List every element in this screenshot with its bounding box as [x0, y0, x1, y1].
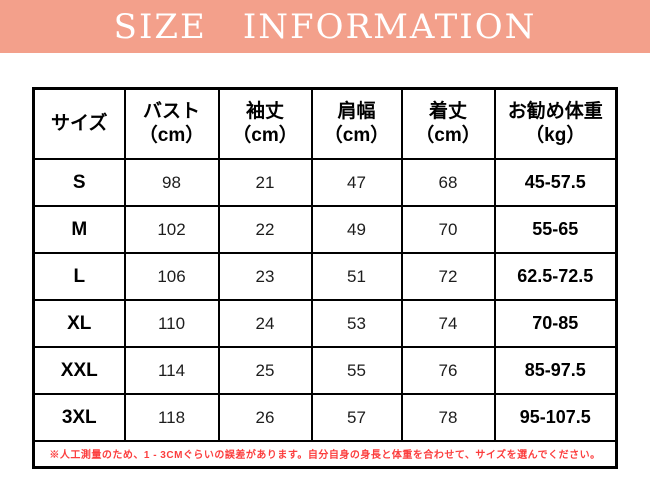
shoulder-value: 47 — [310, 158, 403, 207]
shoulder-value: 53 — [310, 299, 403, 348]
weight-range: 62.5-72.5 — [493, 252, 618, 301]
banner-title: SIZE INFORMATION — [113, 6, 537, 47]
header-length-unit: （cm） — [415, 125, 481, 146]
size-note: ※人工測量のため、1 - 3CMぐらいの誤差があります。自分自身の身長と体重を合… — [49, 450, 601, 461]
bust-value: 98 — [123, 158, 220, 207]
header-weight: お勧め体重 （kg） — [493, 87, 618, 160]
table-row-3xl: 3XL 118 26 57 78 95-107.5 — [32, 393, 618, 442]
sleeve-value: 25 — [217, 346, 313, 395]
sleeve-value: 26 — [217, 393, 313, 442]
size-chart-header: サイズ バスト （cm） 袖丈 （cm） 肩幅 （cm） 着丈 （cm） お勧め… — [32, 87, 618, 160]
header-bust-unit: （cm） — [138, 125, 205, 146]
length-value: 74 — [400, 299, 496, 348]
note-cell: ※人工測量のため、1 - 3CMぐらいの誤差があります。自分自身の身長と体重を合… — [32, 440, 618, 469]
table-row-l: L 106 23 51 72 62.5-72.5 — [32, 252, 618, 301]
size-information-banner: SIZE INFORMATION — [0, 0, 650, 53]
header-shoulder: 肩幅 （cm） — [310, 87, 403, 160]
shoulder-value: 57 — [310, 393, 403, 442]
header-sleeve: 袖丈 （cm） — [217, 87, 313, 160]
sleeve-value: 21 — [217, 158, 313, 207]
sleeve-value: 23 — [217, 252, 313, 301]
bust-value: 114 — [123, 346, 220, 395]
header-shoulder-unit: （cm） — [323, 125, 390, 146]
weight-range: 95-107.5 — [493, 393, 618, 442]
header-weight-unit: （kg） — [525, 125, 586, 146]
size-chart-table: サイズ バスト （cm） 袖丈 （cm） 肩幅 （cm） 着丈 （cm） お勧め… — [32, 87, 618, 469]
header-length-label: 着丈 — [428, 101, 467, 123]
weight-range: 45-57.5 — [493, 158, 618, 207]
length-value: 70 — [400, 205, 496, 254]
size-label: 3XL — [32, 393, 126, 442]
table-row-xl: XL 110 24 53 74 70-85 — [32, 299, 618, 348]
bust-value: 110 — [123, 299, 220, 348]
bust-value: 102 — [123, 205, 220, 254]
table-row-m: M 102 22 49 70 55-65 — [32, 205, 618, 254]
length-value: 78 — [400, 393, 496, 442]
length-value: 72 — [400, 252, 496, 301]
weight-range: 85-97.5 — [493, 346, 618, 395]
size-label: M — [32, 205, 126, 254]
weight-range: 70-85 — [493, 299, 618, 348]
header-sleeve-label: 袖丈 — [245, 101, 284, 123]
shoulder-value: 49 — [310, 205, 403, 254]
header-size: サイズ — [32, 87, 126, 160]
table-row-xxl: XXL 114 25 55 76 85-97.5 — [32, 346, 618, 395]
header-shoulder-label: 肩幅 — [337, 101, 376, 123]
header-bust: バスト （cm） — [123, 87, 220, 160]
note-row: ※人工測量のため、1 - 3CMぐらいの誤差があります。自分自身の身長と体重を合… — [32, 440, 618, 469]
sleeve-value: 22 — [217, 205, 313, 254]
size-label: L — [32, 252, 126, 301]
bust-value: 118 — [123, 393, 220, 442]
shoulder-value: 55 — [310, 346, 403, 395]
header-row: サイズ バスト （cm） 袖丈 （cm） 肩幅 （cm） 着丈 （cm） お勧め… — [32, 87, 618, 160]
header-weight-label: お勧め体重 — [507, 101, 603, 123]
size-label: XL — [32, 299, 126, 348]
header-bust-label: バスト — [142, 101, 200, 123]
shoulder-value: 51 — [310, 252, 403, 301]
weight-range: 55-65 — [493, 205, 618, 254]
size-chart-body: S 98 21 47 68 45-57.5 M 102 22 49 70 55-… — [32, 158, 618, 469]
header-sleeve-unit: （cm） — [232, 125, 298, 146]
size-label: XXL — [32, 346, 126, 395]
header-length: 着丈 （cm） — [400, 87, 496, 160]
table-row-s: S 98 21 47 68 45-57.5 — [32, 158, 618, 207]
length-value: 68 — [400, 158, 496, 207]
length-value: 76 — [400, 346, 496, 395]
size-label: S — [32, 158, 126, 207]
header-size-label: サイズ — [51, 113, 108, 135]
bust-value: 106 — [123, 252, 220, 301]
sleeve-value: 24 — [217, 299, 313, 348]
